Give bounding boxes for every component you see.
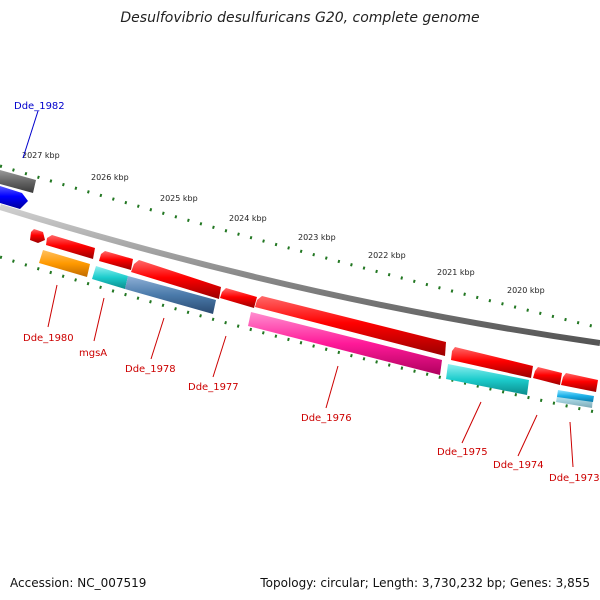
genome-title: Desulfovibrio desulfuricans G20, complet…: [120, 10, 480, 26]
gene-arrow-red-4: [131, 260, 221, 299]
gene-block-cyan-1: [92, 266, 128, 289]
ruler-label-2023: 2023 kbp: [298, 233, 336, 242]
gene-label-dde-1980: Dde_1980: [23, 333, 74, 344]
gene-arrow-red-3: [99, 251, 133, 270]
gene-arrow-red-7: [451, 347, 533, 378]
gene-block-pink: [248, 312, 442, 375]
gene-label-dde-1974: Dde_1974: [493, 460, 544, 471]
leader-line-dde-1974: [517, 414, 538, 457]
gene-block-dark-gray: [0, 170, 36, 193]
gene-block-cyan-2: [446, 364, 529, 395]
inner-ruler-ticks: [0, 255, 600, 415]
ruler-label-2027: 2027 kbp: [22, 151, 60, 160]
gene-block-sky-blue: [557, 390, 594, 402]
gene-arrow-red-9: [561, 373, 598, 392]
leader-line-mgsa: [93, 297, 105, 342]
ruler-label-2024: 2024 kbp: [229, 214, 267, 223]
gene-block-orange: [39, 250, 90, 277]
gene-label-dde-1976: Dde_1976: [301, 413, 352, 424]
outer-ruler-ticks: [0, 164, 600, 330]
gene-label-dde-1977: Dde_1977: [188, 382, 239, 393]
gene-arrow-red-2: [46, 235, 95, 259]
gene-label-dde-1973: Dde_1973: [549, 473, 600, 484]
gene-label-dde-1975: Dde_1975: [437, 447, 488, 458]
leader-line-dde-1975: [461, 401, 482, 444]
gene-arrow-red-5: [220, 288, 257, 308]
gene-label-mgsa: mgsA: [79, 348, 107, 359]
gene-arrow-red-1: [30, 229, 45, 243]
leader-line-dde-1973: [569, 421, 574, 468]
leader-line-dde-1977: [212, 335, 227, 378]
leader-line-dde-1980: [47, 284, 58, 328]
leader-line-dde-1978: [150, 317, 165, 360]
accession-text: Accession: NC_007519: [10, 576, 147, 590]
gene-label-dde-1982: Dde_1982: [14, 101, 65, 112]
gene-block-steel-blue: [125, 276, 216, 314]
gene-label-dde-1978: Dde_1978: [125, 364, 176, 375]
ruler-label-2026: 2026 kbp: [91, 173, 129, 182]
leader-line-dde-1982: [22, 110, 39, 159]
topology-summary: Topology: circular; Length: 3,730,232 bp…: [260, 576, 590, 590]
ruler-label-2025: 2025 kbp: [160, 194, 198, 203]
ruler-label-2021: 2021 kbp: [437, 268, 475, 277]
leader-line-dde-1976: [325, 365, 339, 409]
gene-arrow-dde-1982: [0, 186, 28, 209]
gene-arrow-red-8: [533, 367, 562, 385]
gene-arrow-red-6: [255, 296, 446, 356]
ruler-label-2020: 2020 kbp: [507, 286, 545, 295]
ruler-label-2022: 2022 kbp: [368, 251, 406, 260]
genome-backbone: [0, 204, 600, 346]
